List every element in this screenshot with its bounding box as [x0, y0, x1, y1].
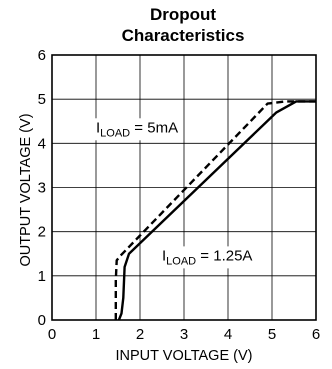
series-label-bg-125a	[159, 246, 256, 269]
x-tick-label: 0	[48, 326, 56, 343]
x-tick-label: 6	[312, 326, 320, 343]
x-tick-label: 4	[224, 326, 232, 343]
tick-labels: 0 1 2 3 4 5 6 0 1 2 3 4 5 6	[38, 47, 321, 343]
series-label-5ma-main: I	[96, 119, 100, 136]
series-label-5ma-value: = 5mA	[130, 119, 178, 136]
x-tick-label: 5	[268, 326, 276, 343]
series-label-125a-sub: LOAD	[166, 255, 196, 267]
series-label-5ma-sub: LOAD	[100, 127, 130, 139]
plot-area-frame	[51, 54, 317, 321]
y-tick-label: 3	[38, 180, 46, 197]
x-tick-label: 1	[92, 326, 100, 343]
y-tick-label: 5	[38, 91, 46, 108]
y-tick-label: 2	[38, 224, 46, 241]
y-tick-label: 4	[38, 135, 46, 152]
y-axis-label: OUTPUT VOLTAGE (V)	[18, 113, 34, 266]
series-label-125a-main: I	[162, 247, 166, 264]
chart-title-line-1: Dropout	[150, 5, 216, 24]
series-label-5ma: ILOAD = 5mA	[96, 119, 178, 139]
y-tick-label: 0	[38, 312, 46, 329]
series-label-125a: ILOAD = 1.25A	[162, 247, 252, 267]
chart-title-line-2: Characteristics	[122, 26, 245, 45]
series-line-5ma	[114, 100, 316, 320]
series-label-bg-5ma	[93, 118, 182, 141]
x-tick-label: 3	[180, 326, 188, 343]
y-tick-label: 1	[38, 268, 46, 285]
series-line-1-25a	[117, 100, 316, 321]
y-tick-label: 6	[38, 47, 46, 64]
x-tick-label: 2	[136, 326, 144, 343]
series-lines	[114, 100, 316, 321]
series-label-125a-value: = 1.25A	[196, 247, 252, 264]
x-axis-label: INPUT VOLTAGE (V)	[116, 348, 253, 364]
grid	[52, 55, 316, 320]
